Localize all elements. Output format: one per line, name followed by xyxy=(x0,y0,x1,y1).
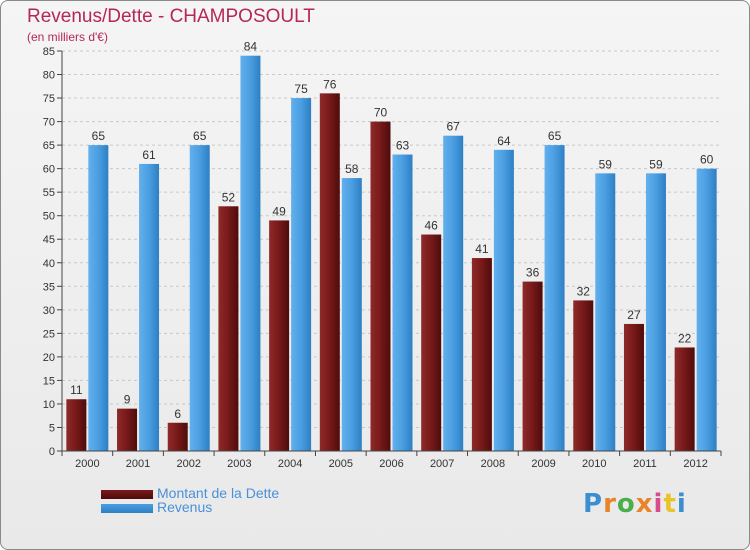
data-label-revenus: 59 xyxy=(649,157,663,171)
data-label-revenus: 59 xyxy=(599,157,613,171)
bar-revenus xyxy=(139,163,160,452)
data-label-dette: 49 xyxy=(272,204,286,218)
x-tick-label: 2003 xyxy=(227,458,251,470)
data-label-dette: 27 xyxy=(627,308,641,322)
data-label-dette: 22 xyxy=(678,331,692,345)
x-tick-label: 2011 xyxy=(633,458,657,470)
logo-letter: r xyxy=(603,489,617,519)
data-label-dette: 36 xyxy=(526,266,540,280)
x-tick-label: 2012 xyxy=(683,458,707,470)
y-tick-label: 50 xyxy=(43,211,55,223)
data-label-dette: 6 xyxy=(174,407,181,421)
data-label-dette: 52 xyxy=(222,190,236,204)
data-label-revenus: 65 xyxy=(193,129,207,143)
bar-revenus xyxy=(443,135,464,452)
logo-letter: t xyxy=(663,489,677,519)
data-label-dette: 46 xyxy=(425,219,439,233)
bar-dette xyxy=(522,281,543,451)
y-tick-label: 35 xyxy=(43,281,55,293)
data-label-dette: 41 xyxy=(475,242,489,256)
data-label-revenus: 67 xyxy=(447,120,461,134)
y-tick-label: 10 xyxy=(43,399,55,411)
legend-swatch-dette xyxy=(101,490,153,499)
data-label-dette: 9 xyxy=(124,393,131,407)
y-tick-label: 40 xyxy=(43,258,55,270)
data-label-revenus: 64 xyxy=(497,134,511,148)
bar-dette xyxy=(573,300,594,451)
bar-dette xyxy=(674,347,695,451)
y-tick-label: 75 xyxy=(43,93,55,105)
x-tick-label: 2001 xyxy=(126,458,150,470)
bar-revenus xyxy=(696,168,717,451)
x-tick-label: 2005 xyxy=(329,458,353,470)
logo-letter: P xyxy=(583,489,604,519)
data-label-dette: 11 xyxy=(70,383,83,397)
x-tick-label: 2004 xyxy=(278,458,302,470)
bar-dette xyxy=(66,399,87,451)
x-tick-label: 2002 xyxy=(176,458,200,470)
x-tick-label: 2010 xyxy=(582,458,606,470)
x-tick-label: 2008 xyxy=(481,458,505,470)
logo-letter: x xyxy=(635,489,654,519)
legend-label-revenus: Revenus xyxy=(157,499,213,515)
x-tick-label: 2000 xyxy=(75,458,99,470)
bar-dette xyxy=(319,93,340,452)
legend-swatch-revenus xyxy=(101,504,153,513)
data-label-revenus: 65 xyxy=(92,129,106,143)
y-tick-label: 25 xyxy=(43,328,55,340)
y-tick-label: 60 xyxy=(43,164,55,176)
data-label-revenus: 61 xyxy=(142,148,156,162)
bar-dette xyxy=(218,206,239,451)
logo-letter: o xyxy=(616,489,636,519)
bar-revenus xyxy=(291,98,312,451)
x-tick-label: 2007 xyxy=(430,458,454,470)
data-label-dette: 32 xyxy=(577,284,591,298)
bar-revenus xyxy=(189,145,210,451)
data-label-dette: 70 xyxy=(374,106,388,120)
y-tick-label: 55 xyxy=(43,187,55,199)
x-tick-label: 2009 xyxy=(531,458,555,470)
bar-dette xyxy=(421,234,442,451)
data-label-revenus: 58 xyxy=(345,162,359,176)
y-tick-label: 65 xyxy=(43,140,55,152)
chart-unit-label: (en milliers d'€) xyxy=(27,30,108,44)
data-label-revenus: 63 xyxy=(396,139,410,153)
y-tick-label: 0 xyxy=(49,446,55,458)
bar-dette xyxy=(370,121,391,452)
bar-dette xyxy=(167,422,188,451)
data-label-revenus: 65 xyxy=(548,129,562,143)
y-tick-label: 85 xyxy=(43,46,55,58)
y-tick-label: 20 xyxy=(43,352,55,364)
chart-title: Revenus/Dette - CHAMPOSOULT xyxy=(27,6,315,27)
bar-revenus xyxy=(595,173,616,451)
data-label-revenus: 84 xyxy=(244,40,258,54)
logo-letter: i xyxy=(676,489,687,519)
bar-dette xyxy=(117,408,138,451)
bar-revenus xyxy=(88,145,109,451)
bar-revenus xyxy=(392,154,413,451)
y-tick-label: 15 xyxy=(43,375,55,387)
bar-revenus xyxy=(341,178,362,451)
data-label-revenus: 75 xyxy=(294,82,308,96)
bar-dette xyxy=(269,220,290,451)
legend-label-dette: Montant de la Dette xyxy=(157,485,280,501)
bar-revenus xyxy=(240,55,261,452)
bar-revenus xyxy=(493,149,514,451)
y-tick-label: 70 xyxy=(43,117,55,129)
logo-letter: i xyxy=(653,489,664,519)
y-tick-label: 80 xyxy=(43,70,55,82)
y-tick-label: 5 xyxy=(49,422,55,434)
bar-revenus xyxy=(544,145,565,451)
bar-dette xyxy=(471,258,492,451)
bar-dette xyxy=(623,323,644,451)
y-tick-label: 30 xyxy=(43,305,55,317)
data-label-revenus: 60 xyxy=(700,153,714,167)
x-tick-label: 2006 xyxy=(379,458,403,470)
data-label-dette: 76 xyxy=(323,77,337,91)
proxiti-logo: Proxiti xyxy=(583,489,687,519)
y-tick-label: 45 xyxy=(43,234,55,246)
bar-revenus xyxy=(645,173,666,451)
